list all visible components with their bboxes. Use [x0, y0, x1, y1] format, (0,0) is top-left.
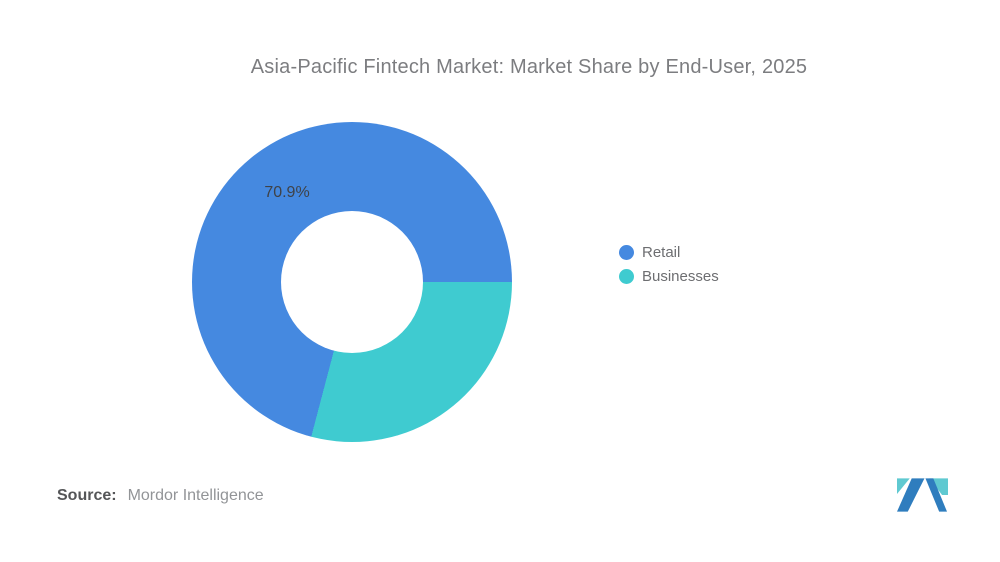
legend-item-businesses: Businesses [619, 268, 719, 285]
legend-swatch-businesses [619, 269, 634, 284]
logo-shape-blue-left [897, 478, 925, 512]
legend: Retail Businesses [619, 244, 719, 285]
legend-swatch-retail [619, 245, 634, 260]
retail-slice-label: 70.9% [264, 184, 310, 201]
logo-shape-blue-right [925, 478, 948, 512]
source-name: Mordor Intelligence [127, 487, 264, 504]
legend-label-businesses: Businesses [642, 268, 719, 285]
legend-item-retail: Retail [619, 244, 719, 261]
chart-title: Asia-Pacific Fintech Market: Market Shar… [250, 56, 808, 78]
source-attribution: Source: Mordor Intelligence [57, 487, 264, 505]
source-label: Source: [57, 487, 117, 504]
legend-label-retail: Retail [642, 244, 681, 261]
donut-chart: 70.9% [192, 122, 512, 442]
donut-hole [281, 211, 423, 353]
mordor-intelligence-logo [897, 478, 948, 512]
